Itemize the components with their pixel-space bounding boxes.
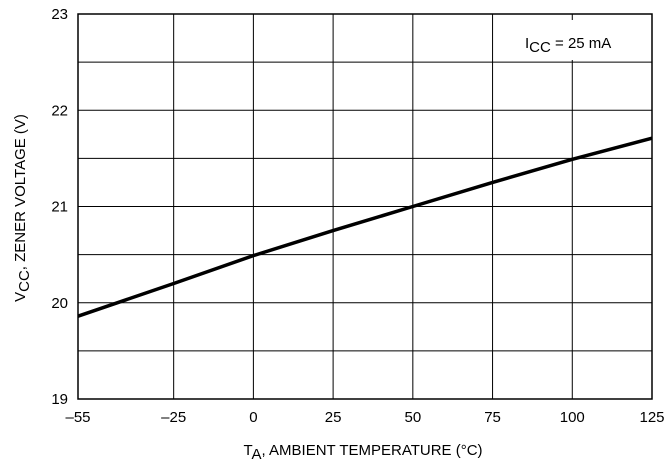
x-tick-label: 50 <box>404 409 421 426</box>
x-tick-label: –55 <box>65 409 90 426</box>
x-axis-label: TA, AMBIENT TEMPERATURE (°C) <box>243 442 482 463</box>
series-line-0 <box>77 136 653 318</box>
y-tick-label: 20 <box>51 295 68 312</box>
y-tick-label: 21 <box>51 199 68 216</box>
plot-border <box>77 13 653 400</box>
y-tick-label: 19 <box>51 391 68 408</box>
x-tick-label: 0 <box>249 409 257 426</box>
x-tick-label: 75 <box>484 409 501 426</box>
y-tick-labels: 19 20 21 22 23 <box>51 6 68 408</box>
annotation-label: ICC = 25 mA <box>525 35 611 56</box>
y-tick-label: 22 <box>51 102 68 119</box>
x-tick-label: –25 <box>161 409 186 426</box>
plot-frame <box>77 13 653 400</box>
series-layer <box>77 136 653 318</box>
x-tick-label: 125 <box>639 409 664 426</box>
x-tick-label: 100 <box>560 409 585 426</box>
x-tick-labels: –55 –25 0 25 50 75 100 125 <box>65 409 664 426</box>
grid <box>78 14 652 399</box>
y-tick-label: 23 <box>51 6 68 23</box>
annotation-box <box>505 20 633 60</box>
y-axis-label: VCC, ZENER VOLTAGE (V) <box>12 114 33 302</box>
x-tick-label: 25 <box>325 409 342 426</box>
